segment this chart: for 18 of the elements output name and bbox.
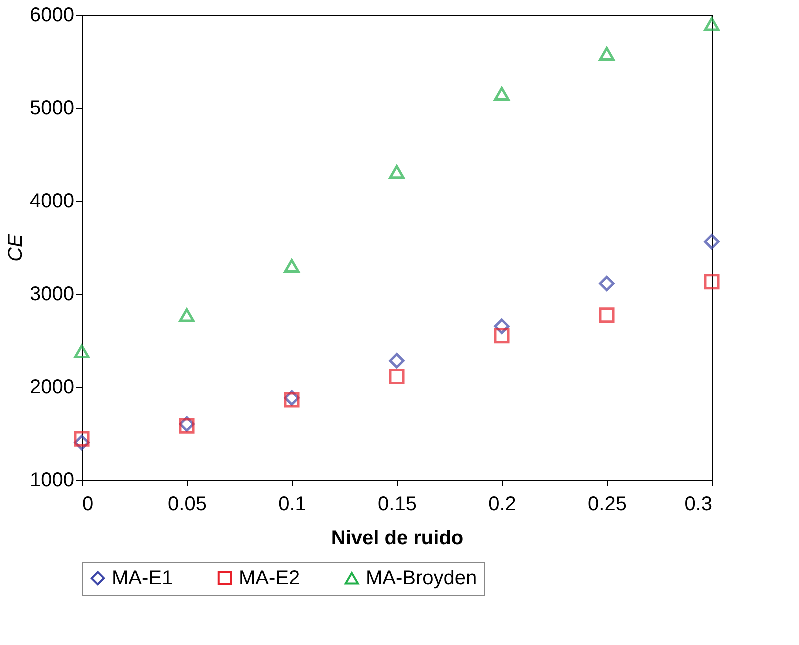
y-tick-label: 3000 [30,284,74,306]
y-tick-label: 2000 [30,376,74,398]
y-axis-title: CE [5,233,28,262]
x-tick-label: 0 [82,494,94,516]
legend-label: MA-E2 [239,567,300,590]
x-tick-label: 0.1 [278,494,306,516]
x-tick-label: 0.3 [684,494,712,516]
y-tick-label: 4000 [30,190,74,212]
x-axis-title: Nivel de ruido [331,528,464,550]
legend-label: MA-Broyden [366,568,478,590]
y-tick-label: 5000 [30,98,74,120]
x-tick-label: 0.05 [168,494,207,516]
x-tick-label: 0.15 [378,494,417,516]
y-tick-label: 1000 [30,470,74,492]
y-tick-label: 6000 [30,4,74,26]
legend-label: MA-E1 [112,567,174,590]
x-tick-label: 0.25 [588,494,627,516]
x-tick-label: 0.2 [488,494,516,516]
